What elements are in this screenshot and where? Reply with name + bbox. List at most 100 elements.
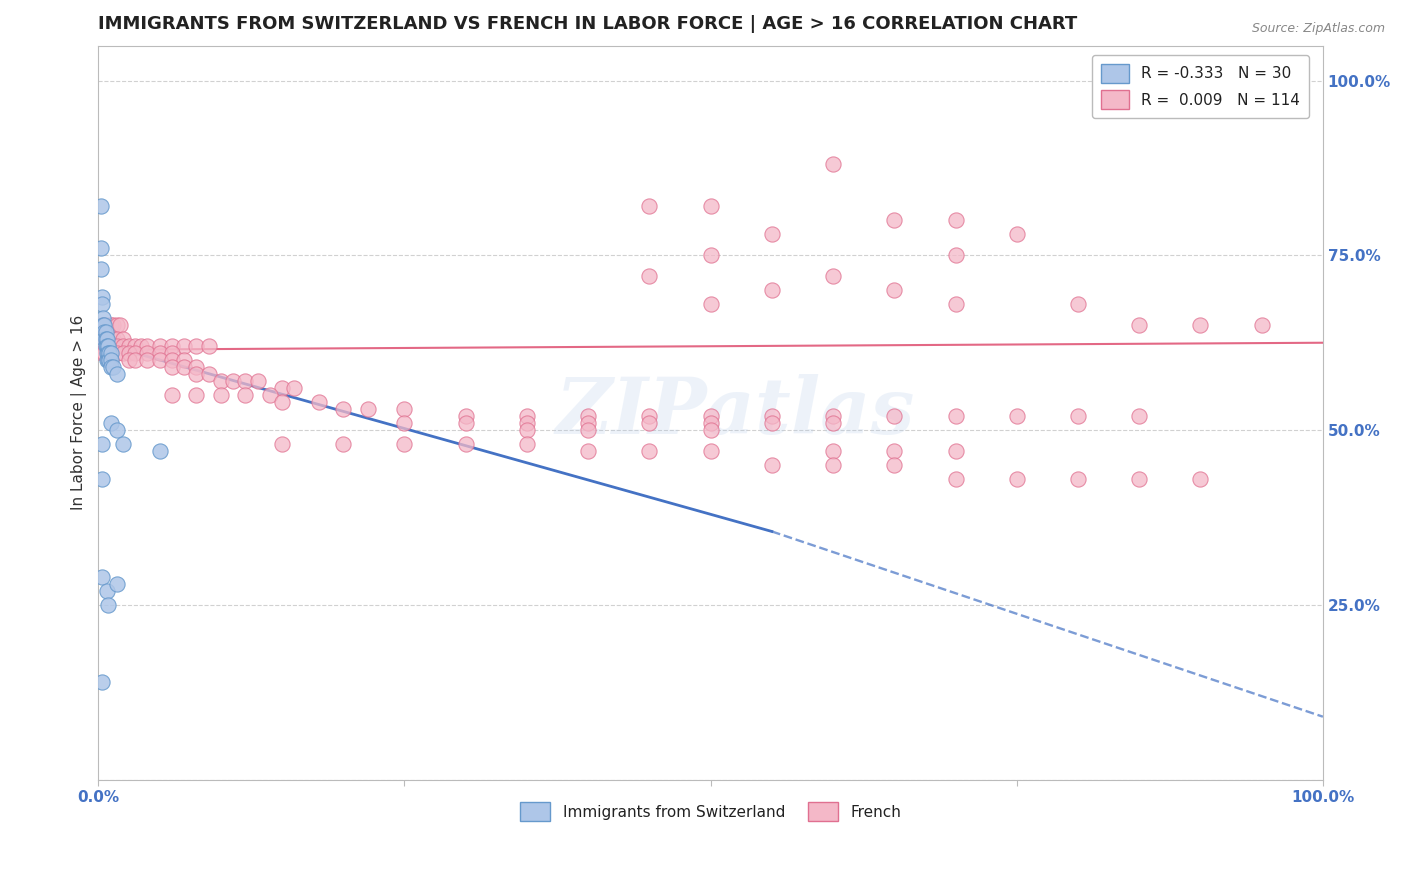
- Point: [516, 409, 538, 424]
- Point: [148, 346, 170, 360]
- Point: [761, 416, 783, 430]
- Point: [699, 199, 721, 213]
- Point: [98, 353, 121, 368]
- Point: [761, 227, 783, 242]
- Point: [638, 409, 661, 424]
- Point: [97, 353, 120, 368]
- Point: [761, 409, 783, 424]
- Point: [761, 283, 783, 297]
- Point: [945, 248, 967, 262]
- Point: [945, 444, 967, 458]
- Point: [160, 360, 183, 375]
- Point: [1067, 409, 1090, 424]
- Point: [100, 318, 122, 333]
- Point: [129, 339, 152, 353]
- Point: [91, 318, 114, 333]
- Point: [1005, 409, 1028, 424]
- Point: [93, 332, 115, 346]
- Point: [945, 213, 967, 227]
- Point: [91, 437, 114, 451]
- Point: [332, 402, 354, 417]
- Point: [160, 388, 183, 402]
- Point: [1128, 472, 1150, 486]
- Point: [100, 416, 122, 430]
- Point: [93, 339, 115, 353]
- Point: [516, 423, 538, 437]
- Point: [118, 353, 141, 368]
- Point: [173, 360, 195, 375]
- Point: [197, 339, 219, 353]
- Point: [209, 388, 232, 402]
- Point: [699, 444, 721, 458]
- Point: [105, 367, 128, 381]
- Point: [105, 339, 128, 353]
- Point: [394, 402, 416, 417]
- Point: [233, 374, 256, 388]
- Point: [148, 339, 170, 353]
- Point: [883, 444, 905, 458]
- Point: [1067, 297, 1090, 311]
- Point: [823, 409, 845, 424]
- Point: [823, 416, 845, 430]
- Point: [638, 416, 661, 430]
- Point: [90, 262, 112, 277]
- Point: [148, 444, 170, 458]
- Point: [96, 332, 118, 346]
- Point: [96, 332, 118, 346]
- Point: [1005, 227, 1028, 242]
- Point: [1128, 409, 1150, 424]
- Point: [105, 423, 128, 437]
- Point: [186, 339, 208, 353]
- Point: [94, 332, 117, 346]
- Point: [308, 395, 330, 409]
- Point: [96, 353, 118, 368]
- Point: [97, 339, 120, 353]
- Point: [271, 395, 294, 409]
- Text: Source: ZipAtlas.com: Source: ZipAtlas.com: [1251, 22, 1385, 36]
- Point: [111, 346, 134, 360]
- Point: [105, 318, 128, 333]
- Point: [100, 346, 122, 360]
- Point: [91, 570, 114, 584]
- Point: [91, 311, 114, 326]
- Point: [823, 458, 845, 472]
- Point: [160, 353, 183, 368]
- Text: IMMIGRANTS FROM SWITZERLAND VS FRENCH IN LABOR FORCE | AGE > 16 CORRELATION CHAR: IMMIGRANTS FROM SWITZERLAND VS FRENCH IN…: [98, 15, 1077, 33]
- Point: [105, 346, 128, 360]
- Point: [222, 374, 245, 388]
- Point: [1189, 318, 1212, 333]
- Point: [197, 367, 219, 381]
- Point: [98, 346, 121, 360]
- Point: [91, 297, 114, 311]
- Point: [945, 472, 967, 486]
- Point: [160, 339, 183, 353]
- Point: [91, 674, 114, 689]
- Point: [186, 388, 208, 402]
- Point: [110, 318, 132, 333]
- Point: [111, 332, 134, 346]
- Point: [576, 409, 599, 424]
- Point: [1005, 472, 1028, 486]
- Point: [1250, 318, 1272, 333]
- Point: [91, 346, 114, 360]
- Text: ZIPatlas: ZIPatlas: [555, 375, 915, 450]
- Point: [136, 353, 159, 368]
- Point: [699, 423, 721, 437]
- Point: [454, 416, 477, 430]
- Point: [186, 360, 208, 375]
- Point: [883, 283, 905, 297]
- Point: [118, 346, 141, 360]
- Point: [136, 346, 159, 360]
- Point: [93, 318, 115, 333]
- Point: [357, 402, 380, 417]
- Point: [332, 437, 354, 451]
- Point: [96, 583, 118, 598]
- Point: [105, 332, 128, 346]
- Point: [111, 437, 134, 451]
- Point: [576, 423, 599, 437]
- Point: [883, 213, 905, 227]
- Point: [91, 339, 114, 353]
- Point: [576, 416, 599, 430]
- Point: [823, 269, 845, 284]
- Point: [454, 437, 477, 451]
